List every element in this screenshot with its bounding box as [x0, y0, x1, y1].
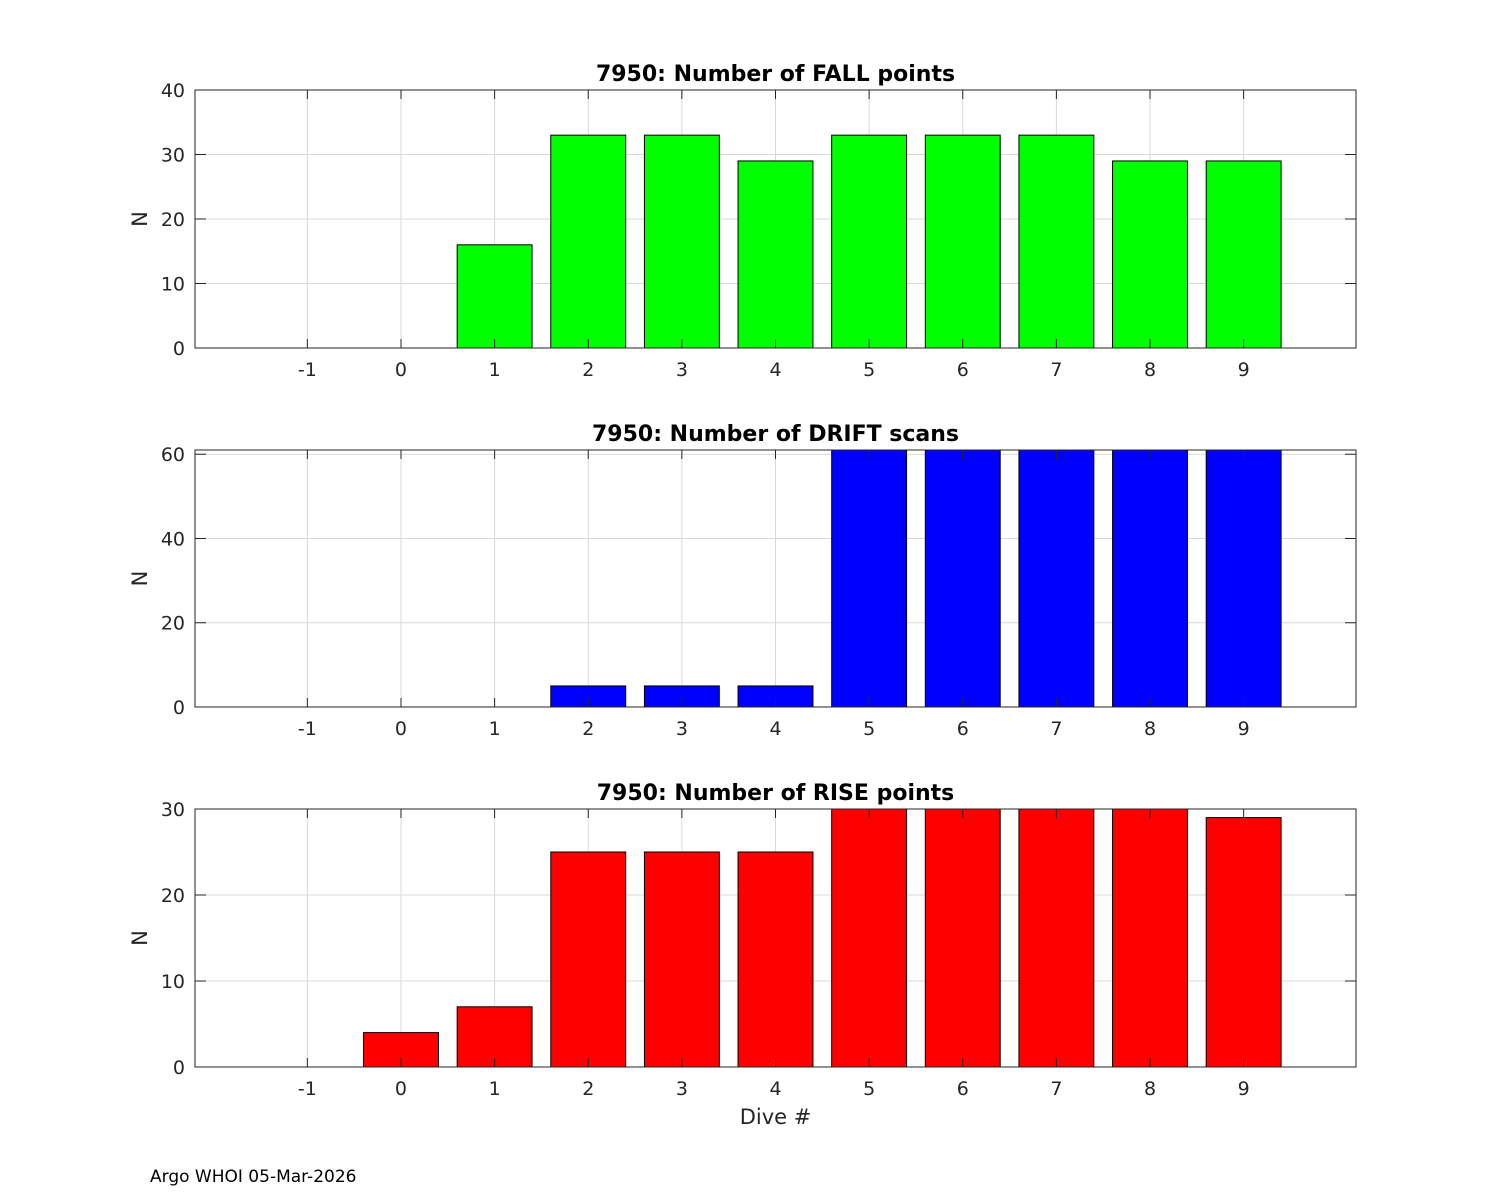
fall-x-tick-label: 8 — [1144, 359, 1156, 381]
rise-bar-dive-9 — [1205, 817, 1282, 1068]
rise-bar-dive-8 — [1112, 808, 1188, 1068]
rise-x-tick-label: -1 — [298, 1078, 317, 1100]
rise-bar-dive-4 — [737, 851, 814, 1068]
fall-x-tick-label: 9 — [1238, 359, 1250, 381]
fall-y-axis-label: N — [128, 211, 152, 227]
fall-bar-dive-1 — [456, 244, 533, 349]
rise-x-tick-label: 2 — [582, 1078, 594, 1100]
fall-bar-dive-3 — [643, 134, 720, 349]
fall-x-tick-label: 7 — [1050, 359, 1062, 381]
drift-x-tick-labels: -1 0 1 2 3 4 5 6 7 8 9 — [298, 718, 1250, 740]
rise-bar-dive-2 — [550, 851, 627, 1068]
drift-axes-frame — [194, 449, 1357, 708]
fall-x-tick-label: 2 — [582, 359, 594, 381]
fall-bar-dive-4 — [737, 160, 814, 349]
rise-axes-frame — [194, 808, 1357, 1068]
rise-y-tick-labels: 0 10 20 30 — [161, 799, 185, 1079]
fall-x-tick-labels: -1 0 1 2 3 4 5 6 7 8 9 — [298, 359, 1250, 381]
fall-y-tick-labels: 0 10 20 30 40 — [161, 80, 185, 360]
drift-x-tick-label: 4 — [769, 718, 781, 740]
fall-chart-title: 7950: Number of FALL points — [596, 62, 955, 87]
fall-y-tick-label: 0 — [173, 338, 185, 360]
drift-x-tick-label: 5 — [863, 718, 875, 740]
drift-y-tick-label: 0 — [173, 697, 185, 719]
rise-x-axis-label: Dive # — [740, 1105, 812, 1129]
fall-x-tick-label: 4 — [769, 359, 781, 381]
rise-chart-title: 7950: Number of RISE points — [597, 781, 955, 806]
rise-bar-dive-1 — [456, 1006, 533, 1068]
drift-bar-dive-8 — [1112, 449, 1188, 708]
fall-x-tick-label: 1 — [489, 359, 501, 381]
drift-x-tick-label: 2 — [582, 718, 594, 740]
rise-x-tick-label: 8 — [1144, 1078, 1156, 1100]
rise-axes-box — [194, 808, 1357, 1068]
rise-x-tick-label: 0 — [395, 1078, 407, 1100]
drift-y-tick-label: 20 — [161, 613, 185, 635]
footer-credit: Argo WHOI 05-Mar-2026 — [150, 1167, 356, 1187]
fall-x-tick-label: 6 — [957, 359, 969, 381]
drift-y-tick-label: 40 — [161, 528, 185, 550]
drift-x-tick-label: -1 — [298, 718, 317, 740]
fall-y-tick-label: 20 — [161, 209, 185, 231]
fall-x-tick-label: -1 — [298, 359, 317, 381]
rise-bar-dive-3 — [643, 851, 720, 1068]
fall-x-tick-label: 3 — [676, 359, 688, 381]
drift-x-tick-label: 3 — [676, 718, 688, 740]
fall-y-tick-label: 40 — [161, 80, 185, 102]
drift-bar-dive-5 — [831, 449, 908, 708]
rise-y-tick-label: 10 — [161, 971, 185, 993]
fall-bar-dive-8 — [1112, 160, 1188, 349]
fall-y-tick-label: 30 — [161, 145, 185, 167]
drift-x-tick-label: 9 — [1238, 718, 1250, 740]
rise-y-tick-label: 20 — [161, 885, 185, 907]
drift-x-tick-label: 6 — [957, 718, 969, 740]
drift-y-axis-label: N — [128, 571, 152, 587]
fall-bar-dive-9 — [1205, 160, 1282, 349]
drift-bar-dive-6 — [924, 449, 1001, 708]
rise-y-tick-label: 0 — [173, 1057, 185, 1079]
rise-y-axis-label: N — [128, 930, 152, 946]
drift-x-tick-label: 7 — [1050, 718, 1062, 740]
rise-x-tick-label: 1 — [489, 1078, 501, 1100]
rise-x-tick-label: 7 — [1050, 1078, 1062, 1100]
fall-bar-dive-2 — [550, 134, 627, 349]
drift-bar-dive-7 — [1018, 449, 1095, 708]
drift-y-tick-label: 60 — [161, 444, 185, 466]
rise-x-tick-labels: -1 0 1 2 3 4 5 6 7 8 9 — [298, 1078, 1250, 1100]
rise-bar-dive-5 — [831, 808, 908, 1068]
drift-scans-panel: 0 20 40 60 -1 0 1 2 3 4 5 6 7 8 9 7950: Number of DRI… — [128, 422, 1357, 740]
rise-bar-dive-6 — [924, 808, 1001, 1068]
rise-bar-dive-7 — [1018, 808, 1095, 1068]
drift-x-tick-label: 8 — [1144, 718, 1156, 740]
drift-y-tick-labels: 0 20 40 60 — [161, 444, 185, 719]
rise-x-tick-label: 6 — [957, 1078, 969, 1100]
fall-bars — [456, 134, 1282, 349]
fall-points-panel: 0 10 20 30 40 -1 0 1 2 3 4 5 6 7 8 9 7950: Number of F… — [128, 62, 1357, 381]
fall-axes-frame — [194, 89, 1357, 349]
rise-bars — [363, 808, 1282, 1068]
rise-y-tick-label: 30 — [161, 799, 185, 821]
drift-bar-dive-9 — [1205, 449, 1282, 708]
fall-x-tick-label: 5 — [863, 359, 875, 381]
fall-bar-dive-7 — [1018, 134, 1095, 349]
drift-axes-box — [194, 449, 1357, 708]
rise-x-tick-label: 3 — [676, 1078, 688, 1100]
fall-axes-box — [194, 89, 1357, 349]
drift-x-tick-label: 1 — [489, 718, 501, 740]
fall-bar-dive-5 — [831, 134, 908, 349]
rise-x-tick-label: 5 — [863, 1078, 875, 1100]
fall-bar-dive-6 — [924, 134, 1001, 349]
drift-chart-title: 7950: Number of DRIFT scans — [592, 422, 959, 447]
drift-bars — [550, 449, 1282, 708]
fall-x-tick-label: 0 — [395, 359, 407, 381]
rise-points-panel: 0 10 20 30 -1 0 1 2 3 4 5 6 7 8 9 7950: Number of RIS… — [128, 781, 1357, 1129]
fall-y-tick-label: 10 — [161, 274, 185, 296]
rise-x-tick-label: 4 — [769, 1078, 781, 1100]
rise-x-tick-label: 9 — [1238, 1078, 1250, 1100]
drift-x-tick-label: 0 — [395, 718, 407, 740]
